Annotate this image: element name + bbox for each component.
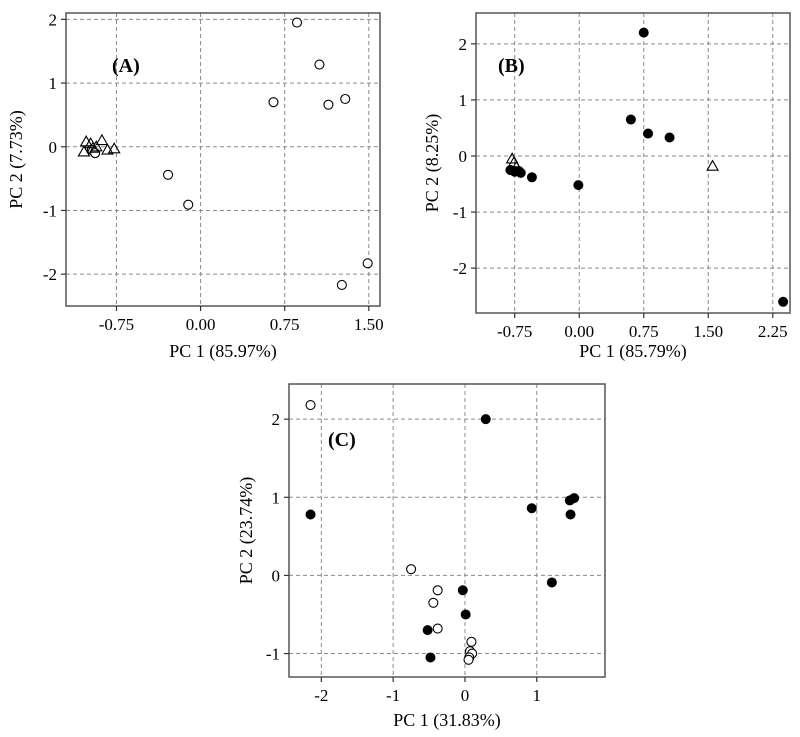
data-point-open-triangle bbox=[107, 142, 121, 154]
y-tick-label: 0 bbox=[459, 147, 468, 166]
y-tick-label: 2 bbox=[272, 410, 281, 429]
x-tick-label: -1 bbox=[386, 686, 400, 705]
x-axis-label: PC 1 (31.83%) bbox=[393, 710, 501, 731]
data-point-open-circle bbox=[466, 636, 477, 647]
data-point-open-circle bbox=[314, 59, 325, 70]
x-tick-label: 1.50 bbox=[354, 315, 384, 334]
data-point-open-triangle bbox=[95, 133, 109, 146]
y-tick-label: -1 bbox=[453, 203, 467, 222]
x-tick-label: 1.50 bbox=[693, 322, 723, 341]
y-tick-label: 1 bbox=[49, 74, 58, 93]
y-tick-label: 0 bbox=[49, 138, 58, 157]
x-tick-label: 0.00 bbox=[186, 315, 216, 334]
data-point-open-circle bbox=[291, 17, 303, 28]
panel-3: -2 -1 0 1 -1 0 1 2 PC 1 (31.83%) PC 2 (23.74%) (C) bbox=[236, 383, 606, 731]
x-axis-label: PC 1 (85.79%) bbox=[579, 341, 687, 362]
data-point-filled-circle bbox=[457, 585, 468, 596]
data-point-open-circle bbox=[323, 99, 334, 110]
data-point-open-circle bbox=[340, 93, 351, 105]
panel-label: (B) bbox=[498, 55, 525, 77]
panel-2: -0.75 0.00 0.75 1.50 2.25 -2 -1 0 1 2 PC 1 (85.79%… bbox=[422, 12, 791, 362]
panel-label: (A) bbox=[112, 55, 140, 77]
data-point-open-triangle bbox=[89, 140, 103, 152]
plot-frame bbox=[288, 383, 606, 678]
y-tick-label: 1 bbox=[459, 91, 468, 110]
y-tick-label: 0 bbox=[272, 566, 281, 585]
data-point-filled-circle bbox=[778, 296, 789, 307]
data-point-open-triangle bbox=[79, 135, 93, 147]
x-tick-label: 0.75 bbox=[629, 322, 659, 341]
data-point-filled-circle bbox=[664, 132, 675, 143]
x-tick-label: 0 bbox=[461, 686, 470, 705]
data-point-filled-circle bbox=[565, 509, 576, 520]
data-point-filled-circle bbox=[422, 625, 433, 636]
y-tick-label: -1 bbox=[266, 645, 280, 664]
data-point-filled-circle bbox=[638, 27, 649, 38]
data-point-open-circle bbox=[268, 97, 279, 108]
data-point-open-triangle bbox=[77, 145, 91, 157]
panel-1: -0.75 0.00 0.75 1.50 -2 -1 0 1 2 PC 1 (85.97%) PC … bbox=[6, 10, 384, 362]
y-tick-label: -2 bbox=[43, 265, 57, 284]
data-point-filled-circle bbox=[526, 172, 537, 183]
y-axis-label: PC 2 (8.25%) bbox=[422, 114, 443, 213]
data-point-open-circle bbox=[336, 279, 347, 291]
data-point-open-triangle bbox=[706, 159, 720, 171]
data-point-filled-circle bbox=[546, 577, 557, 588]
panel-label: (C) bbox=[328, 429, 356, 451]
x-tick-label: 1 bbox=[533, 686, 542, 705]
x-tick-label: -0.75 bbox=[497, 322, 532, 341]
x-tick-label: 0.00 bbox=[564, 322, 594, 341]
x-tick-label: 0.75 bbox=[270, 315, 300, 334]
y-axis-label: PC 2 (23.74%) bbox=[236, 477, 257, 585]
data-point-filled-circle bbox=[460, 609, 471, 620]
data-point-open-circle bbox=[163, 169, 174, 180]
data-point-filled-circle bbox=[564, 495, 575, 506]
data-point-open-circle bbox=[362, 258, 373, 269]
plot-frame bbox=[475, 12, 791, 314]
y-axis-label: PC 2 (7.73%) bbox=[6, 110, 27, 209]
data-point-open-circle bbox=[90, 148, 101, 159]
data-point-filled-circle bbox=[480, 414, 491, 425]
data-point-open-circle bbox=[432, 623, 443, 634]
data-point-open-triangle bbox=[509, 160, 523, 172]
data-point-open-triangle bbox=[86, 141, 100, 153]
x-tick-label: -0.75 bbox=[99, 315, 134, 334]
y-tick-label: 2 bbox=[49, 10, 58, 29]
data-point-open-circle bbox=[406, 564, 417, 575]
data-point-open-circle bbox=[432, 585, 443, 596]
data-point-open-circle bbox=[305, 400, 316, 411]
x-axis-label: PC 1 (85.97%) bbox=[169, 341, 277, 362]
data-point-filled-circle bbox=[305, 509, 316, 520]
x-tick-label: 2.25 bbox=[758, 322, 788, 341]
data-point-filled-circle bbox=[643, 128, 654, 139]
data-point-filled-circle bbox=[573, 180, 584, 191]
x-tick-label: -2 bbox=[314, 686, 328, 705]
data-point-open-circle bbox=[463, 654, 474, 665]
y-tick-label: -1 bbox=[43, 201, 57, 220]
data-point-filled-circle bbox=[625, 114, 636, 125]
plot-frame bbox=[65, 12, 381, 307]
data-point-open-circle bbox=[428, 597, 439, 608]
y-tick-label: 2 bbox=[459, 35, 468, 54]
y-tick-label: 1 bbox=[272, 488, 281, 507]
data-point-open-circle bbox=[183, 199, 194, 210]
data-point-filled-circle bbox=[526, 503, 537, 514]
y-tick-label: -2 bbox=[453, 259, 467, 278]
data-point-filled-circle bbox=[425, 652, 436, 663]
